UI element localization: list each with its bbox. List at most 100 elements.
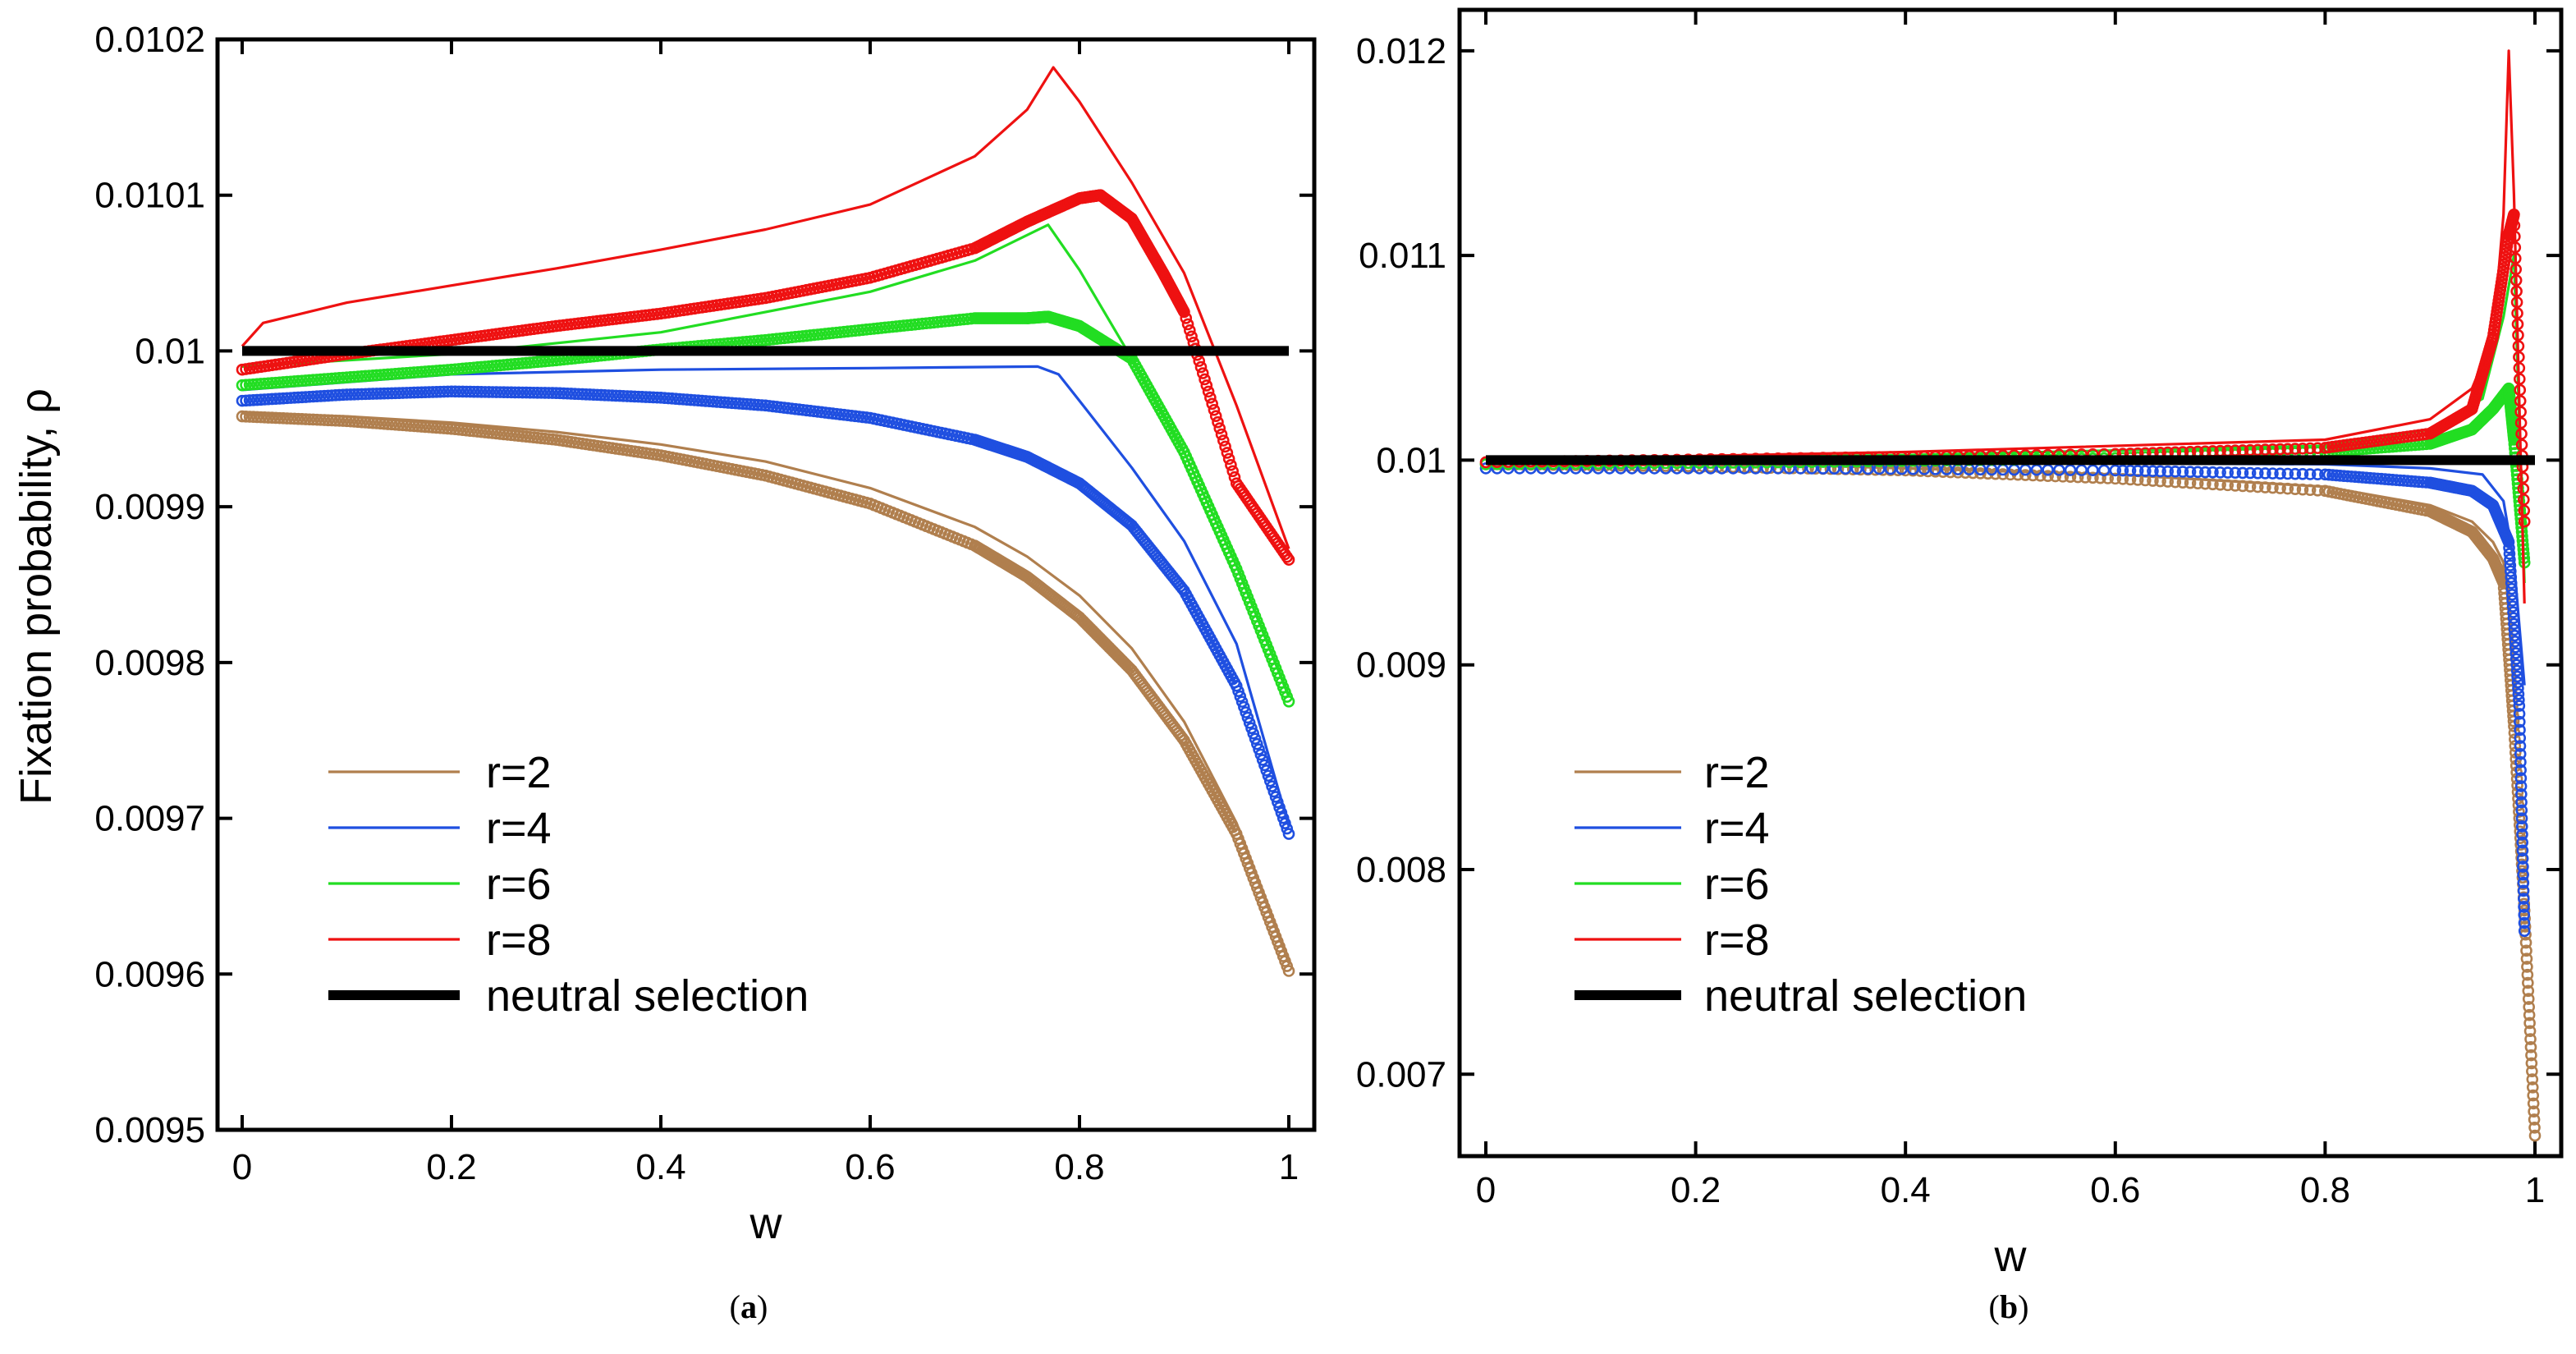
- y-tick-label: 0.01: [1376, 440, 1446, 480]
- data-point-r-4: [348, 388, 360, 401]
- data-point-r-8: [1196, 367, 1209, 379]
- data-point-r-4: [2267, 467, 2279, 480]
- x-tick-label: 0: [1476, 1170, 1496, 1210]
- y-tick-label: 0.011: [1359, 236, 1446, 276]
- data-point-r-4: [591, 388, 603, 402]
- data-point-r-4: [576, 388, 589, 401]
- data-point-r-4: [333, 388, 346, 402]
- data-point-r-4: [2515, 787, 2528, 801]
- data-point-r-4: [598, 388, 611, 402]
- data-point-r-4: [2517, 868, 2529, 881]
- data-point-r-4: [546, 387, 559, 399]
- plot-frame: [1457, 7, 2564, 1159]
- data-point-r-4: [468, 385, 480, 398]
- data-point-r-4: [543, 387, 555, 399]
- y-tick-label: 0.0098: [94, 643, 205, 683]
- data-point-r-4: [404, 386, 417, 399]
- data-point-r-4: [460, 385, 473, 398]
- data-point-r-4: [512, 386, 525, 399]
- data-point-r-2: [1996, 468, 2010, 480]
- data-point-r-2: [262, 411, 275, 424]
- data-point-r-4: [490, 386, 502, 398]
- legend-label-r-8: r=8: [486, 916, 552, 965]
- data-point-r-4: [351, 388, 364, 401]
- legend: r=2 r=4 r=6 r=8 neutral selection: [328, 748, 809, 1021]
- data-point-r-2: [2523, 1008, 2536, 1021]
- data-point-r-4: [385, 387, 398, 400]
- data-point-r-4: [2207, 466, 2219, 479]
- legend-label-neutral-selection: neutral selection: [1704, 971, 2027, 1021]
- y-tick-label: 0.012: [1356, 31, 1446, 71]
- data-point-r-4: [243, 394, 256, 406]
- legend-label-r-2: r=2: [1704, 748, 1770, 797]
- data-point-r-4: [1282, 828, 1295, 840]
- data-point-r-4: [2244, 466, 2257, 480]
- data-point-r-4: [2512, 688, 2525, 700]
- data-point-r-8: [1215, 428, 1228, 441]
- y-tick-label: 0.01: [135, 331, 205, 371]
- data-point-r-2: [2525, 1057, 2538, 1070]
- data-point-r-2: [259, 411, 271, 424]
- data-point-r-4: [2516, 852, 2529, 865]
- data-point-r-4: [452, 385, 465, 398]
- data-point-r-8: [2259, 443, 2271, 456]
- data-point-r-4: [497, 386, 511, 399]
- data-point-r-4: [423, 386, 435, 398]
- legend-label-r-6: r=6: [1704, 860, 1770, 909]
- data-point-r-8: [1209, 410, 1222, 423]
- data-point-r-8: [1202, 385, 1215, 398]
- legend-label-r-6: r=6: [486, 860, 552, 909]
- legend-label-r-4: r=4: [1704, 804, 1770, 853]
- data-point-r-4: [250, 393, 264, 406]
- caption-a: (a): [730, 1288, 768, 1325]
- data-point-r-4: [2154, 465, 2166, 478]
- data-point-r-4: [2517, 884, 2530, 897]
- data-point-r-4: [262, 392, 275, 406]
- data-point-r-2: [2520, 944, 2532, 957]
- data-point-r-4: [628, 390, 641, 403]
- data-point-r-4: [2221, 466, 2235, 479]
- data-point-r-8: [2281, 443, 2294, 456]
- data-point-r-4: [2303, 468, 2317, 480]
- data-point-r-4: [1240, 706, 1252, 718]
- data-point-r-8: [2289, 443, 2302, 455]
- data-point-r-8: [1200, 379, 1213, 392]
- data-point-r-4: [2064, 464, 2077, 476]
- data-point-r-4: [565, 388, 578, 400]
- data-point-r-4: [408, 386, 420, 399]
- data-point-r-8: [1178, 305, 1190, 319]
- data-point-r-8: [2296, 442, 2309, 455]
- plot-area: [236, 66, 1295, 977]
- data-point-r-4: [1245, 722, 1258, 735]
- data-point-r-4: [493, 386, 506, 398]
- data-point-r-4: [355, 388, 369, 401]
- data-point-r-4: [266, 392, 278, 406]
- data-point-r-4: [534, 387, 548, 399]
- data-point-r-4: [401, 387, 413, 399]
- data-point-r-2: [2522, 976, 2534, 989]
- data-point-r-4: [2169, 466, 2182, 478]
- x-tick-label: 0.8: [1054, 1147, 1104, 1187]
- data-point-r-4: [524, 386, 536, 399]
- data-point-r-4: [483, 386, 495, 398]
- data-point-r-4: [2518, 901, 2530, 913]
- data-point-r-4: [318, 389, 331, 402]
- data-point-r-4: [471, 385, 484, 398]
- data-point-r-2: [1282, 965, 1295, 977]
- data-point-r-4: [2515, 796, 2528, 809]
- data-point-r-4: [1250, 737, 1263, 750]
- data-point-r-2: [2524, 1033, 2537, 1045]
- data-point-r-4: [2311, 468, 2324, 481]
- data-point-r-4: [2116, 464, 2129, 477]
- data-point-r-4: [584, 388, 596, 401]
- data-point-r-2: [2527, 1097, 2540, 1110]
- data-point-r-4: [610, 389, 622, 402]
- data-point-r-4: [509, 386, 521, 399]
- data-point-r-2: [243, 411, 256, 423]
- data-point-r-4: [502, 386, 514, 399]
- data-point-r-8: [1180, 312, 1193, 324]
- data-point-r-8: [1193, 355, 1206, 367]
- chart-panel-a: 0.0095 0.0096 0.0097 0.0098 0.0099 0.01 0.0101…: [11, 20, 1317, 1325]
- data-point-r-4: [2503, 548, 2516, 560]
- data-point-r-8: [1194, 360, 1208, 374]
